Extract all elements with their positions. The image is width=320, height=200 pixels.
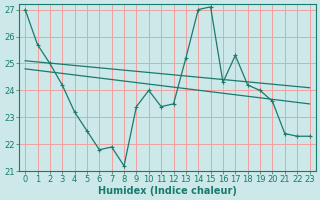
X-axis label: Humidex (Indice chaleur): Humidex (Indice chaleur) (98, 186, 237, 196)
